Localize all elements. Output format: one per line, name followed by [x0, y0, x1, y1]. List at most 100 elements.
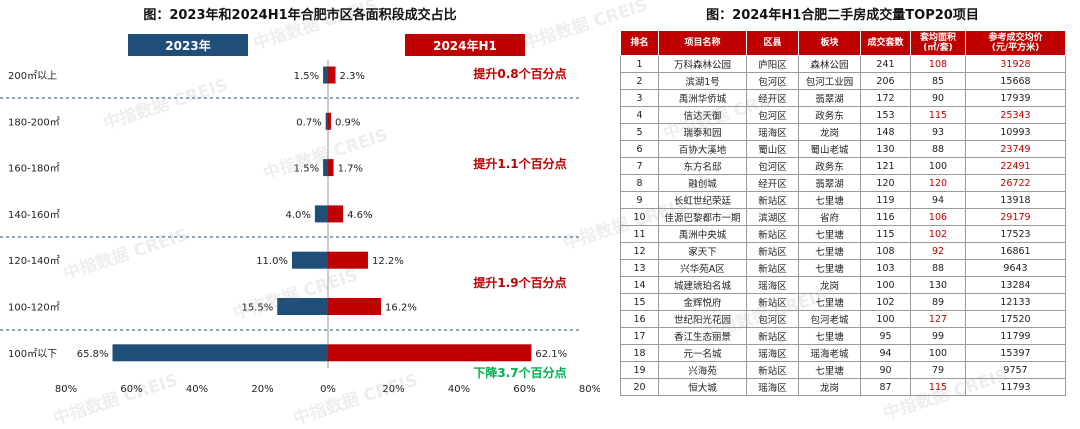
- category-label: 140-160㎡: [8, 209, 60, 221]
- table-row: 6 百协大溪地 蜀山区 蜀山老城 130 88 23749: [620, 140, 1066, 158]
- table-cell: 新站区: [746, 259, 799, 277]
- table-cell: 8: [620, 174, 659, 192]
- table-cell: 79: [910, 361, 966, 379]
- table-cell: 93: [910, 123, 966, 141]
- table-cell: 瑶海老城: [798, 344, 861, 362]
- category-label: 160-180㎡: [8, 163, 60, 175]
- table-cell: 20: [620, 378, 659, 396]
- table-cell: 85: [910, 72, 966, 90]
- table-row: 3 禹洲华侨城 经开区 翡翠湖 172 90 17939: [620, 89, 1066, 107]
- value-label-2024: 2.3%: [340, 71, 365, 82]
- value-label-2023: 1.5%: [294, 71, 319, 82]
- table-cell: 滨湖1号: [658, 72, 747, 90]
- table-row: 11 禹洲中央城 新站区 七里塘 115 102 17523: [620, 225, 1066, 243]
- table-cell: 禹洲华侨城: [658, 89, 747, 107]
- bar-2024: [328, 344, 532, 362]
- table-cell: 11: [620, 225, 659, 243]
- table-cell: 17939: [965, 89, 1066, 107]
- x-tick-label: 80%: [55, 384, 77, 395]
- table-cell: 87: [860, 378, 911, 396]
- table-cell: 包河老城: [798, 310, 861, 328]
- table-cell: 116: [860, 208, 911, 226]
- category-label: 120-140㎡: [8, 255, 60, 267]
- annotation-note: 提升1.9个百分点: [473, 275, 566, 290]
- table-cell: 15668: [965, 72, 1066, 90]
- table-cell: 7: [620, 157, 659, 175]
- table-cell: 16861: [965, 242, 1066, 260]
- table-cell: 130: [860, 140, 911, 158]
- table-cell: 29179: [965, 208, 1066, 226]
- bar-2023: [325, 112, 328, 130]
- table-row: 1 万科森林公园 庐阳区 森林公园 241 108 31928: [620, 55, 1066, 73]
- table-cell: 153: [860, 106, 911, 124]
- table-cell: 120: [910, 174, 966, 192]
- table-cell: 13284: [965, 276, 1066, 294]
- table-cell: 新站区: [746, 191, 799, 209]
- table-cell: 政务东: [798, 157, 861, 175]
- table-cell: 庐阳区: [746, 55, 799, 73]
- table-cell: 瑶海区: [746, 276, 799, 294]
- table-row: 8 融创城 经开区 翡翠湖 120 120 26722: [620, 174, 1066, 192]
- category-label: 180-200㎡: [8, 116, 60, 128]
- table-cell: 100: [860, 310, 911, 328]
- table-row: 2 滨湖1号 包河区 包河工业园 206 85 15668: [620, 72, 1066, 90]
- table-cell: 2: [620, 72, 659, 90]
- table-cell: 七里塘: [798, 191, 861, 209]
- value-label-2023: 15.5%: [241, 303, 273, 314]
- value-label-2024: 0.9%: [335, 117, 360, 128]
- table-header-cell: 参考成交均价 (元/平方米): [965, 30, 1066, 56]
- table-cell: 12: [620, 242, 659, 260]
- legend-2024-swatch: [405, 34, 525, 56]
- value-label-2023: 4.0%: [285, 210, 310, 221]
- table-row: 16 世纪阳光花园 包河区 包河老城 100 127 17520: [620, 310, 1066, 328]
- x-tick-label: 40%: [448, 384, 470, 395]
- table-cell: 龙岗: [798, 276, 861, 294]
- table-cell: 130: [910, 276, 966, 294]
- table-cell: 103: [860, 259, 911, 277]
- table-cell: 七里塘: [798, 259, 861, 277]
- table-cell: 融创城: [658, 174, 747, 192]
- table-cell: 120: [860, 174, 911, 192]
- table-cell: 长虹世纪荣廷: [658, 191, 747, 209]
- table-cell: 香江生态丽景: [658, 327, 747, 345]
- table-cell: 蜀山老城: [798, 140, 861, 158]
- table-cell: 89: [910, 293, 966, 311]
- table-row: 19 兴海苑 新站区 七里塘 90 79 9757: [620, 361, 1066, 379]
- table-cell: 106: [910, 208, 966, 226]
- x-tick-label: 0%: [320, 384, 336, 395]
- table-cell: 6: [620, 140, 659, 158]
- bar-2024: [328, 66, 336, 84]
- value-label-2023: 65.8%: [77, 349, 109, 360]
- table-cell: 经开区: [746, 89, 799, 107]
- annotation-note: 下降3.7个百分点: [473, 365, 566, 380]
- value-label-2024: 1.7%: [338, 164, 363, 175]
- table-cell: 新站区: [746, 242, 799, 260]
- table-cell: 4: [620, 106, 659, 124]
- table-cell: 1: [620, 55, 659, 73]
- table-cell: 11793: [965, 378, 1066, 396]
- value-label-2023: 1.5%: [294, 164, 319, 175]
- table-row: 7 东方名邸 包河区 政务东 121 100 22491: [620, 157, 1066, 175]
- table-cell: 23749: [965, 140, 1066, 158]
- bar-2024: [328, 112, 331, 130]
- x-tick-label: 40%: [186, 384, 208, 395]
- table-cell: 包河区: [746, 106, 799, 124]
- table-cell: 16: [620, 310, 659, 328]
- table-cell: 121: [860, 157, 911, 175]
- annotation-note: 提升1.1个百分点: [473, 156, 566, 171]
- table-cell: 90: [910, 89, 966, 107]
- bar-2023: [112, 344, 328, 362]
- table-cell: 东方名邸: [658, 157, 747, 175]
- x-tick-label: 60%: [120, 384, 142, 395]
- table-row: 10 佳源巴黎都市一期 滨湖区 省府 116 106 29179: [620, 208, 1066, 226]
- table-cell: 148: [860, 123, 911, 141]
- table-cell: 206: [860, 72, 911, 90]
- table-cell: 17: [620, 327, 659, 345]
- table-cell: 佳源巴黎都市一期: [658, 208, 747, 226]
- table-cell: 100: [910, 344, 966, 362]
- table-title: 图：2024年H1合肥二手房成交量TOP20项目: [706, 8, 979, 23]
- table-header-cell: 板块: [798, 30, 861, 56]
- table-cell: 115: [910, 106, 966, 124]
- table-cell: 13918: [965, 191, 1066, 209]
- table-cell: 家天下: [658, 242, 747, 260]
